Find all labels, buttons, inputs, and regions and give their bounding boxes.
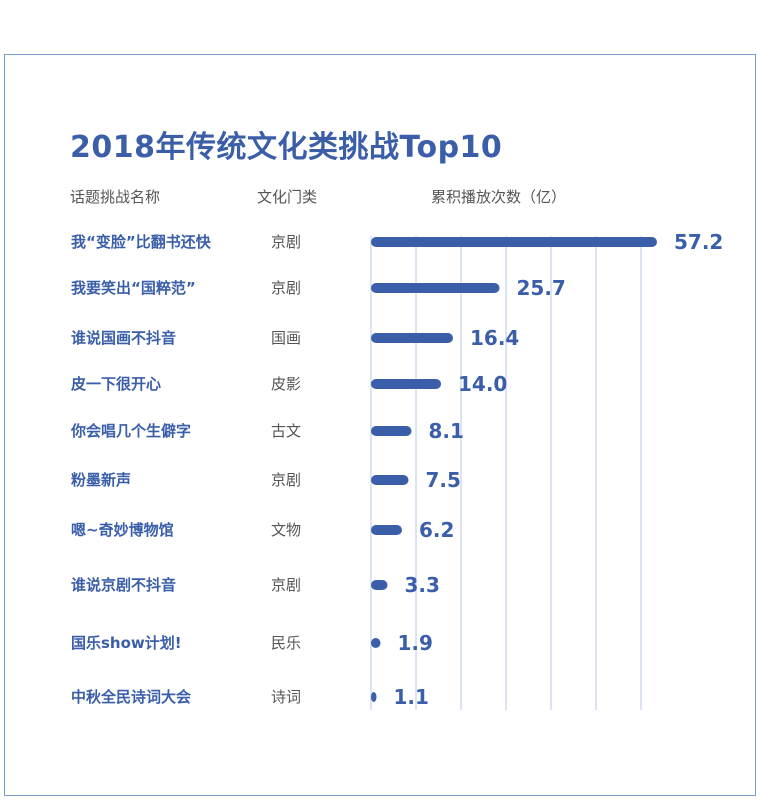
category-label: 京剧 bbox=[271, 233, 301, 251]
bar[interactable] bbox=[371, 283, 500, 293]
value-label: 14.0 bbox=[458, 372, 507, 396]
topic-label: 我“变脸”比翻书还快 bbox=[71, 233, 212, 251]
topic-label: 我要笑出“国粹范” bbox=[71, 279, 196, 297]
bar[interactable] bbox=[371, 379, 441, 389]
category-label: 文物 bbox=[271, 521, 301, 539]
topic-label: 嗯~奇妙博物馆 bbox=[71, 521, 174, 539]
value-label: 1.9 bbox=[398, 631, 433, 655]
value-label: 8.1 bbox=[429, 419, 464, 443]
value-label: 25.7 bbox=[517, 276, 566, 300]
chart-title: 2018年传统文化类挑战Top10 bbox=[70, 130, 503, 165]
category-label: 京剧 bbox=[271, 471, 301, 489]
category-label: 诗词 bbox=[271, 688, 301, 706]
value-label: 3.3 bbox=[405, 573, 440, 597]
bar[interactable] bbox=[371, 237, 657, 247]
bar[interactable] bbox=[371, 525, 402, 535]
chart-frame bbox=[4, 54, 756, 796]
category-label: 京剧 bbox=[271, 576, 301, 594]
value-label: 6.2 bbox=[419, 518, 454, 542]
category-label: 国画 bbox=[271, 329, 301, 347]
column-header-category: 文化门类 bbox=[257, 188, 318, 206]
topic-label: 谁说国画不抖音 bbox=[71, 329, 176, 347]
bar[interactable] bbox=[371, 692, 377, 702]
value-label: 57.2 bbox=[674, 230, 723, 254]
bar[interactable] bbox=[371, 638, 381, 648]
bar[interactable] bbox=[371, 333, 453, 343]
category-label: 古文 bbox=[271, 422, 301, 440]
column-header-topic: 话题挑战名称 bbox=[70, 188, 161, 206]
value-label: 7.5 bbox=[426, 468, 461, 492]
topic-label: 你会唱几个生僻字 bbox=[70, 422, 191, 440]
bar[interactable] bbox=[371, 475, 409, 485]
bar[interactable] bbox=[371, 426, 412, 436]
topic-label: 中秋全民诗词大会 bbox=[71, 688, 191, 706]
value-label: 16.4 bbox=[470, 326, 519, 350]
topic-label: 粉墨新声 bbox=[71, 471, 131, 489]
category-label: 民乐 bbox=[271, 634, 301, 652]
topic-label: 皮一下很开心 bbox=[71, 375, 161, 393]
column-header-plays: 累积播放次数（亿） bbox=[431, 188, 567, 206]
topic-label: 谁说京剧不抖音 bbox=[71, 576, 176, 594]
topic-label: 国乐show计划! bbox=[71, 634, 182, 652]
category-label: 皮影 bbox=[271, 375, 301, 393]
category-label: 京剧 bbox=[271, 279, 301, 297]
value-label: 1.1 bbox=[394, 685, 429, 709]
bar[interactable] bbox=[371, 580, 388, 590]
